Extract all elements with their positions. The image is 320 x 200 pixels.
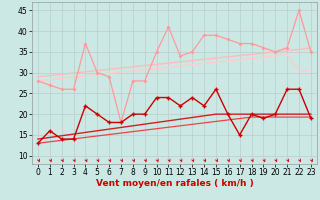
X-axis label: Vent moyen/en rafales ( km/h ): Vent moyen/en rafales ( km/h ) bbox=[96, 179, 253, 188]
